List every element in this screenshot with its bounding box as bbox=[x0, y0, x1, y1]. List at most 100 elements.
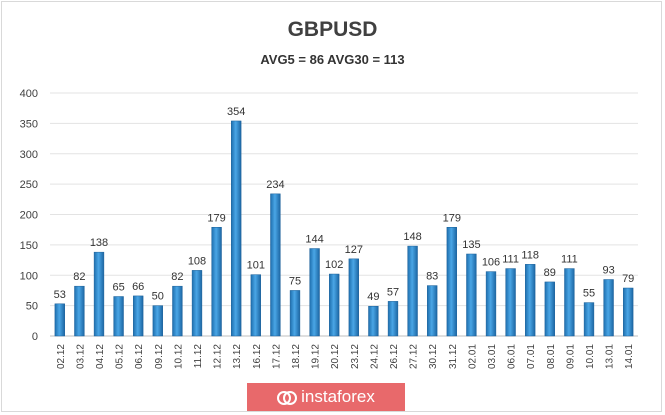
bar-03.12 bbox=[74, 285, 85, 337]
y-tick-label: 50 bbox=[26, 301, 38, 313]
y-tick-label: 400 bbox=[20, 88, 38, 100]
data-label: 234 bbox=[266, 179, 284, 191]
bar-06.01 bbox=[505, 268, 516, 337]
bar-13.01 bbox=[603, 279, 614, 337]
x-tick-label: 12.12 bbox=[213, 344, 224, 369]
x-tick-label: 09.12 bbox=[154, 344, 165, 369]
y-tick-label: 100 bbox=[20, 270, 38, 282]
x-tick-label: 17.12 bbox=[271, 344, 282, 369]
data-label: 106 bbox=[482, 257, 500, 269]
data-label: 50 bbox=[152, 291, 164, 303]
data-label: 144 bbox=[305, 234, 323, 246]
data-label: 49 bbox=[367, 291, 379, 303]
x-tick-label: 11.12 bbox=[193, 344, 204, 369]
data-label: 179 bbox=[443, 212, 461, 224]
data-label: 101 bbox=[247, 260, 265, 272]
x-tick-label: 08.01 bbox=[546, 344, 557, 369]
x-tick-label: 05.12 bbox=[115, 344, 126, 369]
data-label: 108 bbox=[188, 255, 206, 267]
x-tick-label: 03.01 bbox=[487, 344, 498, 369]
data-label: 135 bbox=[462, 239, 480, 251]
bar-26.12 bbox=[387, 301, 399, 337]
x-tick-label: 26.12 bbox=[389, 344, 400, 369]
x-tick-label: 02.01 bbox=[467, 344, 478, 369]
data-label: 111 bbox=[561, 254, 578, 266]
watermark-text: instaforex bbox=[301, 387, 375, 406]
bar-07.01 bbox=[525, 264, 536, 337]
x-tick-label: 24.12 bbox=[369, 344, 380, 369]
x-tick-label: 04.12 bbox=[95, 344, 106, 369]
x-tick-label: 02.12 bbox=[56, 344, 67, 369]
bar-31.12 bbox=[446, 227, 457, 337]
bar-06.12 bbox=[133, 295, 144, 337]
bar-12.12 bbox=[211, 227, 222, 337]
bar-10.01 bbox=[583, 302, 595, 337]
data-label: 82 bbox=[73, 271, 85, 283]
bar-19.12 bbox=[309, 248, 320, 337]
x-tick-label: 30.12 bbox=[428, 344, 439, 369]
instaforex-logo-icon bbox=[277, 388, 298, 406]
bar-17.12 bbox=[270, 193, 281, 337]
data-label: 79 bbox=[622, 273, 634, 285]
data-label: 75 bbox=[289, 275, 301, 287]
x-tick-label: 18.12 bbox=[291, 344, 302, 369]
x-tick-label: 10.12 bbox=[173, 344, 184, 369]
x-tick-label: 14.01 bbox=[624, 344, 635, 369]
bar-10.12 bbox=[172, 285, 183, 337]
bar-30.12 bbox=[427, 285, 438, 337]
bar-02.01 bbox=[466, 253, 477, 337]
x-tick-label: 13.12 bbox=[232, 344, 243, 369]
data-label: 93 bbox=[602, 265, 614, 277]
data-label: 82 bbox=[171, 271, 183, 283]
data-label: 102 bbox=[325, 259, 343, 271]
x-tick-label: 19.12 bbox=[311, 344, 322, 369]
x-tick-label: 27.12 bbox=[409, 344, 420, 369]
bar-03.01 bbox=[485, 271, 497, 337]
bar-09.12 bbox=[152, 305, 163, 337]
bar-18.12 bbox=[289, 290, 301, 337]
y-tick-label: 200 bbox=[20, 210, 38, 222]
data-label: 179 bbox=[207, 212, 225, 224]
data-label: 111 bbox=[502, 254, 519, 266]
x-tick-label: 06.12 bbox=[134, 344, 145, 369]
data-label: 53 bbox=[54, 289, 66, 301]
bar-04.12 bbox=[93, 251, 105, 337]
bar-13.12 bbox=[231, 120, 242, 337]
data-label: 138 bbox=[90, 237, 108, 249]
y-tick-label: 0 bbox=[32, 331, 38, 343]
y-tick-label: 300 bbox=[20, 149, 38, 161]
data-label: 57 bbox=[387, 286, 399, 298]
bar-16.12 bbox=[250, 274, 261, 337]
bar-09.01 bbox=[564, 268, 575, 337]
bar-27.12 bbox=[407, 245, 418, 337]
x-tick-label: 06.01 bbox=[507, 344, 518, 369]
x-tick-label: 13.01 bbox=[605, 344, 616, 369]
y-tick-label: 350 bbox=[20, 118, 38, 130]
bar-02.12 bbox=[54, 303, 65, 337]
x-tick-label: 20.12 bbox=[330, 344, 341, 369]
data-label: 118 bbox=[521, 249, 539, 261]
y-tick-label: 150 bbox=[20, 240, 38, 252]
bar-08.01 bbox=[544, 281, 555, 337]
x-tick-label: 09.01 bbox=[565, 344, 576, 369]
data-label: 66 bbox=[132, 281, 144, 293]
y-tick-label: 250 bbox=[20, 179, 38, 191]
x-tick-label: 16.12 bbox=[252, 344, 263, 369]
data-label: 127 bbox=[345, 244, 363, 256]
x-tick-label: 03.12 bbox=[75, 344, 86, 369]
data-label: 83 bbox=[426, 271, 438, 283]
x-tick-label: 23.12 bbox=[350, 344, 361, 369]
x-tick-label: 31.12 bbox=[448, 344, 459, 369]
chart-title: GBPUSD bbox=[287, 18, 378, 41]
bar-05.12 bbox=[113, 296, 124, 337]
watermark-badge: instaforex bbox=[247, 383, 405, 411]
bar-23.12 bbox=[348, 258, 359, 337]
data-label: 65 bbox=[112, 282, 124, 294]
data-label: 148 bbox=[403, 231, 421, 243]
bar-24.12 bbox=[368, 305, 379, 337]
bar-20.12 bbox=[329, 273, 340, 337]
data-label: 55 bbox=[583, 288, 595, 300]
data-label: 89 bbox=[544, 267, 556, 279]
